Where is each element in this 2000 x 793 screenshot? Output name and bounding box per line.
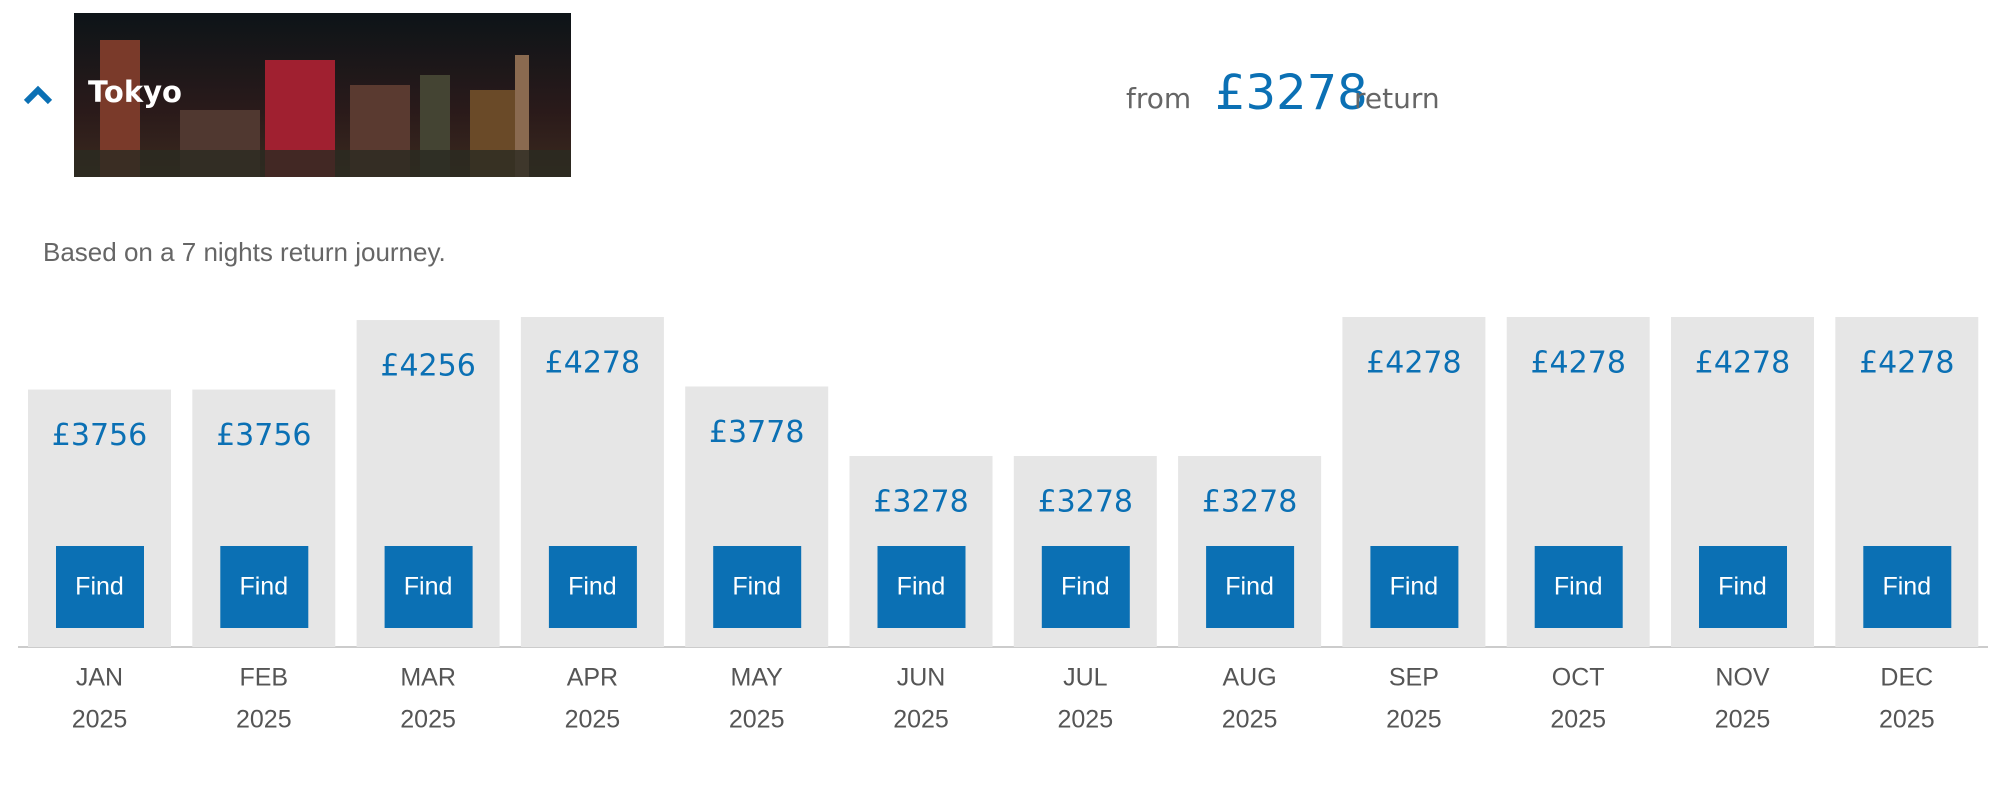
collapse-chevron[interactable]	[23, 85, 53, 105]
month-label: NOV	[1715, 664, 1770, 692]
price-label: £4278	[1695, 346, 1790, 381]
year-label: 2025	[1715, 706, 1771, 734]
find-button-label[interactable]: Find	[897, 573, 946, 601]
find-button[interactable]	[1370, 546, 1459, 628]
find-button[interactable]	[56, 546, 144, 628]
find-button[interactable]	[384, 546, 473, 628]
find-button-label[interactable]: Find	[1390, 573, 1439, 601]
find-button-label[interactable]: Find	[239, 573, 288, 601]
find-button[interactable]	[1534, 546, 1623, 628]
price-label: £4256	[380, 349, 475, 384]
find-button-label[interactable]: Find	[1061, 573, 1110, 601]
journey-note: Based on a 7 nights return journey.	[43, 237, 446, 267]
find-button[interactable]	[1041, 546, 1130, 628]
find-button[interactable]	[548, 546, 637, 628]
from-label: from	[1126, 82, 1191, 115]
price-label: £3778	[709, 415, 804, 450]
month-label: JUN	[897, 664, 946, 692]
year-label: 2025	[565, 706, 621, 734]
find-button-label[interactable]: Find	[1225, 573, 1274, 601]
year-label: 2025	[729, 706, 785, 734]
year-label: 2025	[893, 706, 949, 734]
year-label: 2025	[72, 706, 128, 734]
month-label: JUL	[1063, 664, 1108, 692]
find-button-label[interactable]: Find	[75, 573, 124, 601]
year-label: 2025	[400, 706, 456, 734]
city-name: Tokyo	[88, 75, 182, 109]
price-label: £3278	[873, 485, 968, 520]
year-label: 2025	[236, 706, 292, 734]
return-label: return	[1354, 82, 1440, 115]
price-label: £4278	[1530, 346, 1625, 381]
find-button-label[interactable]: Find	[568, 573, 617, 601]
year-label: 2025	[1057, 706, 1113, 734]
find-button-label[interactable]: Find	[1882, 573, 1931, 601]
find-button[interactable]	[1863, 546, 1952, 628]
month-label: JAN	[76, 664, 123, 692]
find-button[interactable]	[1699, 546, 1787, 628]
find-button-label[interactable]: Find	[1718, 573, 1767, 601]
price-label: £3278	[1202, 485, 1297, 520]
find-button[interactable]	[877, 546, 966, 628]
find-button[interactable]	[220, 546, 309, 628]
month-label: APR	[567, 664, 618, 692]
find-button-label[interactable]: Find	[404, 573, 453, 601]
year-label: 2025	[1386, 706, 1442, 734]
month-label: MAY	[731, 664, 784, 692]
find-button-label[interactable]: Find	[732, 573, 781, 601]
find-button-label[interactable]: Find	[1554, 573, 1603, 601]
price-label: £4278	[1859, 346, 1954, 381]
price-label: £3756	[52, 418, 147, 453]
year-label: 2025	[1222, 706, 1278, 734]
year-label: 2025	[1879, 706, 1935, 734]
month-label: AUG	[1223, 664, 1277, 692]
month-label: DEC	[1880, 664, 1933, 692]
month-label: OCT	[1552, 664, 1605, 692]
year-label: 2025	[1550, 706, 1606, 734]
month-label: FEB	[239, 664, 288, 692]
city-image	[74, 13, 571, 177]
price-label: £4278	[1366, 346, 1461, 381]
price-label: £3756	[216, 418, 311, 453]
month-label: MAR	[400, 664, 456, 692]
price-label: £4278	[545, 346, 640, 381]
from-price: £3278	[1215, 65, 1368, 121]
find-button[interactable]	[713, 546, 802, 628]
find-button[interactable]	[1206, 546, 1295, 628]
price-label: £3278	[1038, 485, 1133, 520]
month-label: SEP	[1389, 664, 1439, 692]
